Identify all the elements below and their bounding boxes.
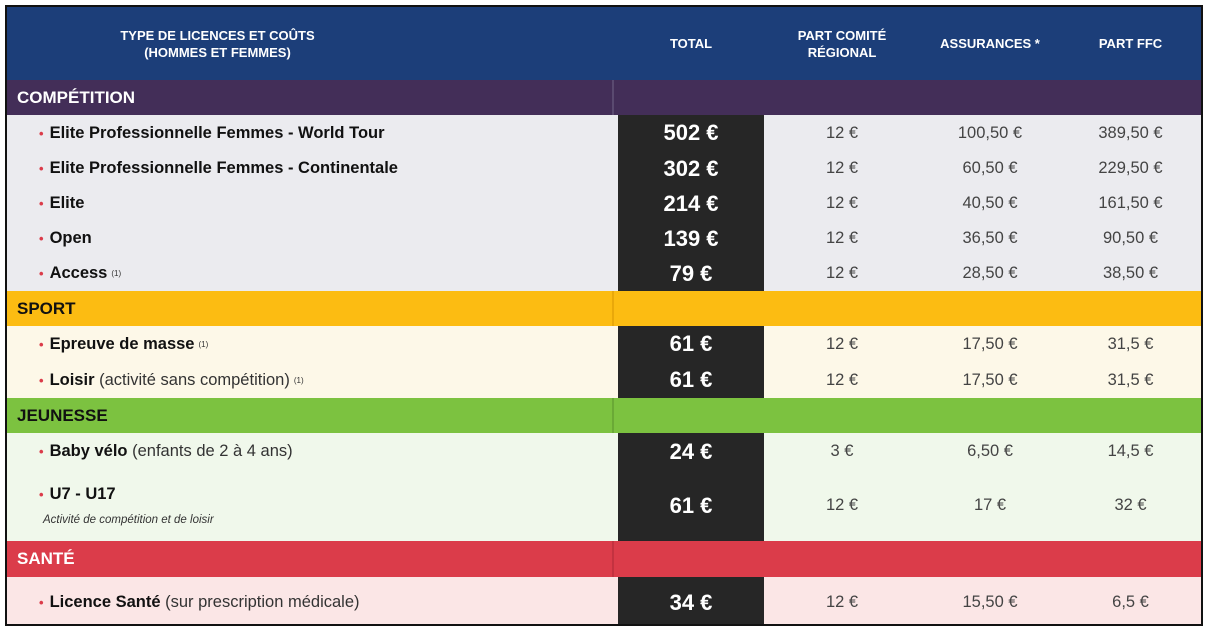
license-name: U7 - U17	[49, 485, 116, 503]
table-row: • Elite Professionnelle Femmes - Continen…	[7, 151, 1201, 186]
license-cost-table: TYPE DE LICENCES ET COÛTS (HOMMES ET FEMM…	[5, 5, 1203, 626]
comite-cell: 12 €	[825, 123, 859, 142]
bullet-icon: •	[39, 487, 44, 502]
total-cell: 302 €	[618, 151, 764, 186]
footnote-ref: (1)	[198, 339, 209, 349]
license-name: Epreuve de masse	[49, 334, 195, 353]
table-header: TYPE DE LICENCES ET COÛTS (HOMMES ET FEMM…	[7, 7, 1201, 80]
section-title: SANTÉ	[17, 549, 75, 568]
ffc-cell: 31,5 €	[1107, 370, 1154, 389]
table-row: • Access (1) 79 € 12 € 28,50 € 38,50 €	[7, 256, 1201, 291]
bullet-icon: •	[39, 444, 44, 459]
comite-cell: 12 €	[825, 194, 859, 212]
assurances-cell: 17 €	[973, 496, 1007, 514]
bullet-icon: •	[39, 161, 44, 176]
bullet-icon: •	[39, 125, 44, 141]
ffc-cell: 38,50 €	[1102, 264, 1159, 282]
comite-cell: 3 €	[830, 442, 854, 460]
comite-cell: 12 €	[825, 370, 859, 389]
total-cell: 24 €	[618, 433, 764, 470]
license-name: Open	[49, 229, 92, 247]
assurances-cell: 28,50 €	[962, 264, 1018, 282]
header-total: TOTAL	[669, 36, 713, 51]
ffc-cell: 90,50 €	[1102, 229, 1159, 247]
section-competition: COMPÉTITION	[7, 80, 1201, 115]
footnote-ref: (1)	[293, 375, 304, 385]
ffc-cell: 229,50 €	[1098, 159, 1163, 177]
comite-cell: 12 €	[825, 229, 859, 247]
assurances-cell: 6,50 €	[967, 442, 1013, 460]
bullet-icon: •	[39, 372, 44, 388]
ffc-cell: 161,50 €	[1098, 194, 1163, 212]
ffc-cell: 32 €	[1114, 496, 1147, 514]
assurances-cell: 17,50 €	[962, 370, 1018, 389]
assurances-cell: 40,50 €	[962, 194, 1018, 212]
assurances-cell: 15,50 €	[962, 593, 1018, 611]
total-cell: 61 €	[618, 362, 764, 398]
section-title: SPORT	[17, 298, 76, 318]
section-sport: SPORT	[7, 291, 1201, 326]
license-name: Elite Professionnelle Femmes - World Tou…	[49, 123, 385, 142]
total-cell: 139 €	[618, 221, 764, 256]
total-cell: 502 €	[618, 115, 764, 151]
total-cell: 61 €	[618, 470, 764, 541]
assurances-cell: 100,50 €	[957, 123, 1023, 142]
license-name: Loisir	[49, 370, 95, 389]
bullet-icon: •	[39, 231, 44, 246]
header-type: TYPE DE LICENCES ET COÛTS (HOMMES ET FEMM…	[120, 27, 315, 60]
total-cell: 61 €	[618, 326, 764, 362]
license-name: Elite	[49, 194, 85, 212]
license-name: Access	[49, 264, 108, 282]
bullet-icon: •	[39, 196, 44, 211]
license-detail: (enfants de 2 à 4 ans)	[132, 442, 293, 460]
assurances-cell: 17,50 €	[962, 334, 1018, 353]
footnote-ref: (1)	[111, 269, 122, 278]
comite-cell: 12 €	[825, 496, 859, 514]
table-row: • Licence Santé (sur prescription médical…	[7, 577, 1201, 624]
ffc-cell: 31,5 €	[1107, 334, 1154, 353]
total-cell: 34 €	[618, 577, 764, 624]
assurances-cell: 36,50 €	[962, 229, 1018, 247]
section-title: JEUNESSE	[17, 405, 108, 425]
section-jeunesse: JEUNESSE	[7, 398, 1201, 433]
license-name: Licence Santé	[49, 593, 161, 611]
license-name: Baby vélo	[49, 442, 128, 460]
section-sante: SANTÉ	[7, 541, 1201, 577]
comite-cell: 12 €	[825, 593, 859, 611]
table-row: • Open 139 € 12 € 36,50 € 90,50 €	[7, 221, 1201, 256]
license-detail: (sur prescription médicale)	[165, 593, 360, 611]
bullet-icon: •	[39, 266, 44, 281]
header-comite: PART COMITÉ RÉGIONAL	[797, 27, 887, 60]
license-subtitle: Activité de compétition et de loisir	[43, 514, 214, 526]
table-row: • Baby vélo (enfants de 2 à 4 ans) 24 € 3…	[7, 433, 1201, 470]
bullet-icon: •	[39, 336, 44, 352]
table-row: • Epreuve de masse (1) 61 € 12 € 17,50 € 3…	[7, 326, 1201, 362]
bullet-icon: •	[39, 595, 44, 610]
total-cell: 214 €	[618, 186, 764, 221]
ffc-cell: 389,50 €	[1098, 123, 1163, 142]
table-row: • Elite Professionnelle Femmes - World To…	[7, 115, 1201, 151]
assurances-cell: 60,50 €	[962, 159, 1018, 177]
table-row: • Loisir (activité sans compétition) (1) 6…	[7, 362, 1201, 398]
license-name: Elite Professionnelle Femmes - Continent…	[49, 159, 398, 177]
comite-cell: 12 €	[825, 159, 859, 177]
ffc-cell: 6,5 €	[1112, 593, 1149, 611]
ffc-cell: 14,5 €	[1107, 442, 1154, 460]
table-row: • U7 - U17 Activité de compétition et de …	[7, 470, 1201, 541]
section-title: COMPÉTITION	[17, 87, 136, 107]
table-row: • Elite 214 € 12 € 40,50 € 161,50 €	[7, 186, 1201, 221]
license-detail: (activité sans compétition)	[99, 370, 290, 389]
comite-cell: 12 €	[825, 334, 859, 353]
header-assurances: ASSURANCES *	[940, 36, 1040, 51]
total-cell: 79 €	[618, 256, 764, 291]
header-ffc: PART FFC	[1098, 36, 1163, 51]
comite-cell: 12 €	[825, 264, 859, 282]
